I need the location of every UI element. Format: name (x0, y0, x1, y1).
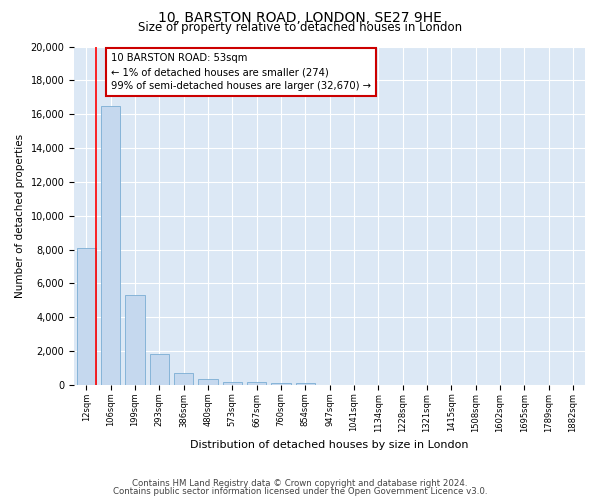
X-axis label: Distribution of detached houses by size in London: Distribution of detached houses by size … (190, 440, 469, 450)
Text: 10, BARSTON ROAD, LONDON, SE27 9HE: 10, BARSTON ROAD, LONDON, SE27 9HE (158, 11, 442, 25)
Bar (101, 106, 121, 385)
Bar (149, 354, 169, 385)
Bar (198, 379, 218, 385)
Text: 10 BARSTON ROAD: 53sqm
← 1% of detached houses are smaller (274)
99% of semi-det: 10 BARSTON ROAD: 53sqm ← 1% of detached … (110, 54, 371, 92)
Bar (296, 383, 315, 385)
Bar (125, 295, 145, 385)
Bar (77, 248, 96, 385)
Text: Contains HM Land Registry data © Crown copyright and database right 2024.: Contains HM Land Registry data © Crown c… (132, 478, 468, 488)
Bar (271, 382, 290, 385)
Bar (247, 382, 266, 385)
Text: Size of property relative to detached houses in London: Size of property relative to detached ho… (138, 22, 462, 35)
Y-axis label: Number of detached properties: Number of detached properties (15, 134, 25, 298)
Text: Contains public sector information licensed under the Open Government Licence v3: Contains public sector information licen… (113, 487, 487, 496)
Bar (223, 382, 242, 385)
Bar (174, 374, 193, 385)
